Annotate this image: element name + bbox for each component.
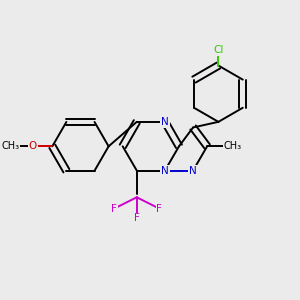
Text: F: F [134, 213, 140, 224]
Text: CH₃: CH₃ [224, 141, 242, 151]
Text: N: N [161, 117, 169, 127]
Text: CH₃: CH₃ [1, 141, 19, 151]
Text: Cl: Cl [213, 45, 224, 55]
Text: F: F [111, 204, 117, 214]
Text: N: N [189, 166, 197, 176]
Text: O: O [28, 141, 37, 151]
Text: N: N [161, 166, 169, 176]
Text: F: F [156, 204, 162, 214]
